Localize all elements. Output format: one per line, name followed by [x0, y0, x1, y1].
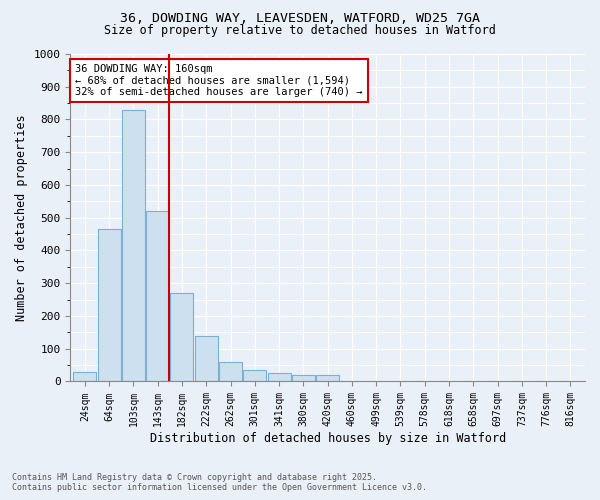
- Bar: [122, 110, 145, 382]
- Text: Size of property relative to detached houses in Watford: Size of property relative to detached ho…: [104, 24, 496, 37]
- Bar: [73, 372, 97, 382]
- Text: 36, DOWDING WAY, LEAVESDEN, WATFORD, WD25 7GA: 36, DOWDING WAY, LEAVESDEN, WATFORD, WD2…: [120, 12, 480, 26]
- Bar: [292, 375, 315, 382]
- Bar: [243, 370, 266, 382]
- Bar: [219, 362, 242, 382]
- Bar: [195, 336, 218, 382]
- Bar: [170, 293, 193, 382]
- Text: 36 DOWDING WAY: 160sqm
← 68% of detached houses are smaller (1,594)
32% of semi-: 36 DOWDING WAY: 160sqm ← 68% of detached…: [76, 64, 363, 97]
- Bar: [268, 374, 290, 382]
- X-axis label: Distribution of detached houses by size in Watford: Distribution of detached houses by size …: [149, 432, 506, 445]
- Y-axis label: Number of detached properties: Number of detached properties: [15, 114, 28, 321]
- Bar: [146, 211, 169, 382]
- Bar: [316, 375, 339, 382]
- Text: Contains HM Land Registry data © Crown copyright and database right 2025.
Contai: Contains HM Land Registry data © Crown c…: [12, 473, 427, 492]
- Bar: [98, 229, 121, 382]
